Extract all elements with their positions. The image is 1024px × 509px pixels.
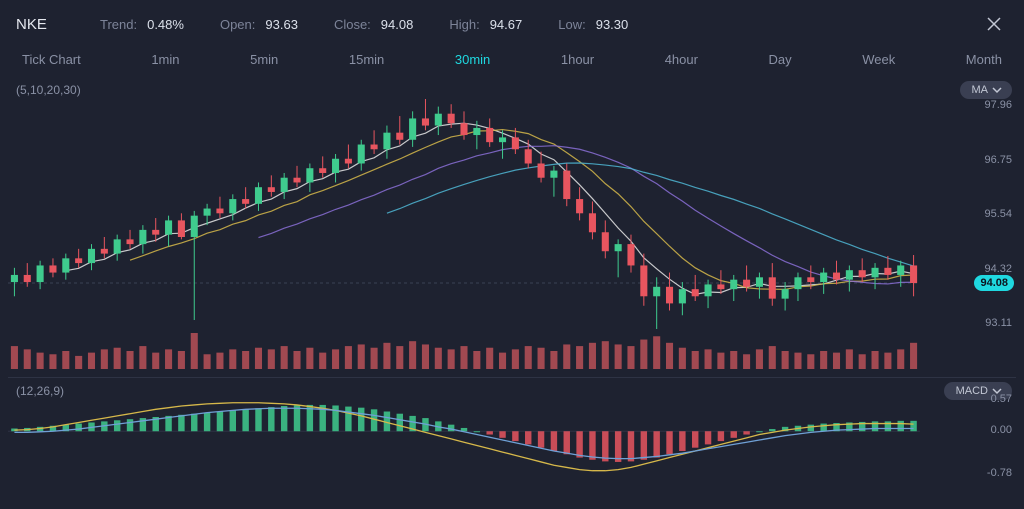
macd-chart-svg (8, 400, 968, 474)
macd-y-axis: 0.570.00-0.78 (968, 400, 1016, 474)
timeframe-week[interactable]: Week (856, 50, 901, 69)
stat-open: Open: 93.63 (220, 17, 298, 32)
stat-trend: Trend: 0.48% (100, 17, 184, 32)
timeframe-month[interactable]: Month (960, 50, 1008, 69)
timeframe-tick-chart[interactable]: Tick Chart (16, 50, 87, 69)
timeframe-tabs: Tick Chart 1min 5min 15min 30min 1hour 4hour Da… (0, 44, 1024, 79)
stat-close: Close: 94.08 (334, 17, 413, 32)
candlestick-chart-svg (8, 99, 968, 329)
timeframe-5min[interactable]: 5min (244, 50, 284, 69)
y-tick-label: 97.96 (968, 99, 1012, 111)
timeframe-15min[interactable]: 15min (343, 50, 390, 69)
stat-label: Close: (334, 17, 371, 32)
macd-panel: (12,26,9) MACD 0.570.00-0.78 (8, 377, 1016, 477)
stat-label: Low: (558, 17, 585, 32)
macd-pill-label: MACD (956, 385, 988, 397)
timeframe-30min[interactable]: 30min (449, 50, 496, 69)
timeframe-1min[interactable]: 1min (145, 50, 185, 69)
ma-pill-label: MA (972, 84, 989, 96)
stat-label: Trend: (100, 17, 137, 32)
y-tick-label: 95.54 (968, 208, 1012, 220)
macd-y-tick-label: -0.78 (987, 467, 1012, 479)
macd-y-tick-label: 0.57 (991, 393, 1012, 405)
timeframe-day[interactable]: Day (763, 50, 798, 69)
main-chart: (5,10,20,30) MA 97.96 96.75 95.54 94.32 93.1… (8, 79, 1016, 369)
stat-value: 94.67 (490, 17, 523, 32)
stat-high: High: 94.67 (449, 17, 522, 32)
y-tick-label: 94.32 (968, 263, 1012, 275)
ma-indicator-pill[interactable]: MA (960, 81, 1013, 99)
stat-value: 93.63 (265, 17, 298, 32)
stat-value: 93.30 (596, 17, 629, 32)
price-y-axis: 97.96 96.75 95.54 94.32 93.11 (968, 99, 1016, 329)
volume-bars (8, 331, 968, 369)
stat-label: High: (449, 17, 479, 32)
current-price-tag: 94.08 (974, 275, 1014, 291)
ma-params-label: (5,10,20,30) (16, 83, 81, 97)
timeframe-1hour[interactable]: 1hour (555, 50, 600, 69)
chevron-down-icon (992, 85, 1002, 95)
stat-value: 94.08 (381, 17, 414, 32)
y-tick-label: 93.11 (968, 317, 1012, 329)
macd-params-label: (12,26,9) (16, 384, 64, 398)
ticker-symbol: NKE (16, 16, 76, 33)
close-button[interactable] (980, 10, 1008, 38)
stat-value: 0.48% (147, 17, 184, 32)
stat-label: Open: (220, 17, 255, 32)
timeframe-4hour[interactable]: 4hour (659, 50, 704, 69)
stat-low: Low: 93.30 (558, 17, 628, 32)
header-bar: NKE Trend: 0.48% Open: 93.63 Close: 94.08 High… (0, 0, 1024, 44)
y-tick-label: 96.75 (968, 154, 1012, 166)
macd-y-tick-label: 0.00 (991, 424, 1012, 436)
close-icon (985, 15, 1003, 33)
